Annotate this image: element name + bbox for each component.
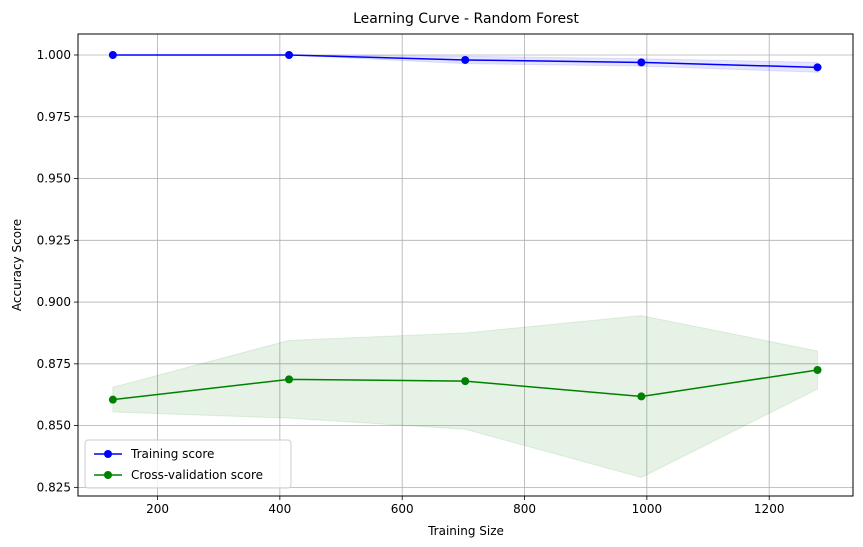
y-axis-label: Accuracy Score xyxy=(10,219,24,311)
legend-box xyxy=(84,439,292,489)
training-point xyxy=(813,63,822,72)
legend: Training score Cross-validation score xyxy=(84,439,292,489)
training-point xyxy=(285,51,294,59)
legend-cv-marker xyxy=(104,471,112,479)
cross-validation-point xyxy=(285,375,294,384)
y-tick-label: 1.000 xyxy=(37,48,71,62)
x-tick-label: 800 xyxy=(513,502,536,516)
axis-ticks: 200 400 600 800 1000 1200 0.825 0.850 0.875 0.900… xyxy=(37,48,785,516)
x-tick-label: 200 xyxy=(146,502,169,516)
plot-frame xyxy=(77,33,854,497)
legend-training-marker xyxy=(104,450,112,458)
y-tick-label: 0.975 xyxy=(37,110,71,124)
y-tick-label: 0.900 xyxy=(37,295,71,309)
cross-validation-point xyxy=(461,377,470,386)
series-lines xyxy=(108,51,822,404)
x-tick-label: 400 xyxy=(268,502,291,516)
training-point xyxy=(637,58,646,67)
confidence-bands xyxy=(112,54,819,479)
x-tick-label: 600 xyxy=(391,502,414,516)
y-tick-label: 0.850 xyxy=(37,419,71,433)
cross-validation-point xyxy=(108,395,117,404)
grid xyxy=(78,34,853,496)
cross-validation-point xyxy=(637,392,646,401)
y-tick-label: 0.925 xyxy=(37,233,71,247)
chart-title: Learning Curve - Random Forest xyxy=(353,11,579,27)
x-axis-label: Training Size xyxy=(427,524,504,538)
x-tick-label: 1000 xyxy=(632,502,663,516)
training-point xyxy=(461,55,470,64)
y-tick-label: 0.875 xyxy=(37,357,71,371)
cross-validation-band xyxy=(112,315,819,479)
legend-cv-label: Cross-validation score xyxy=(131,468,263,482)
cross-validation-point xyxy=(813,366,822,374)
training-point xyxy=(108,51,117,59)
x-tick-label: 1200 xyxy=(754,502,785,516)
y-tick-label: 0.950 xyxy=(37,172,71,186)
legend-training-label: Training score xyxy=(130,447,214,461)
y-tick-label: 0.825 xyxy=(37,480,71,494)
